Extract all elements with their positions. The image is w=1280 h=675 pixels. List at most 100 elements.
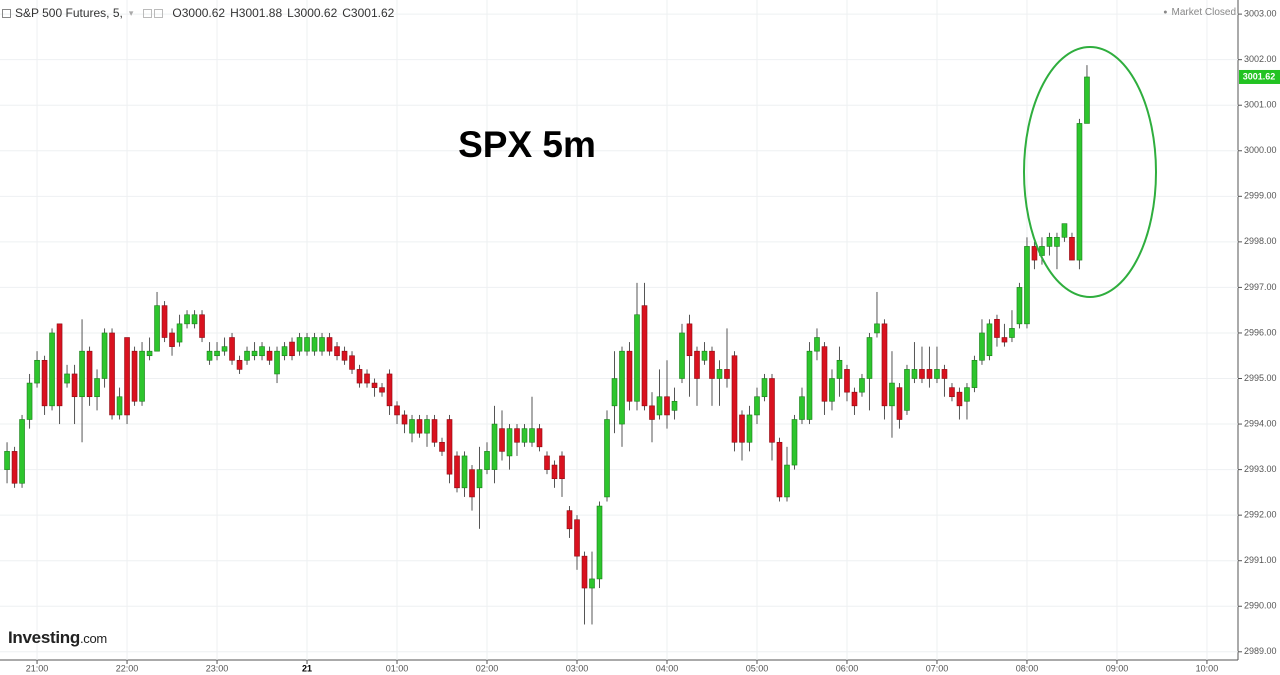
candle-body xyxy=(454,455,460,489)
candle-body xyxy=(439,441,445,452)
candle-body xyxy=(851,391,858,407)
candle-body xyxy=(634,314,640,402)
x-tick-label: 03:00 xyxy=(566,663,589,673)
x-tick-label: 02:00 xyxy=(476,663,499,673)
last-price-tag xyxy=(1239,69,1280,84)
candle-body xyxy=(559,455,565,480)
close-icon[interactable] xyxy=(154,8,164,18)
candle-body xyxy=(506,428,513,457)
ohlc-value: 3001.62 xyxy=(350,6,395,20)
candle-body xyxy=(1001,337,1008,343)
x-tick-label: 01:00 xyxy=(386,663,409,673)
candle-body xyxy=(124,337,130,416)
candle-body xyxy=(371,382,378,388)
candle-body xyxy=(4,451,10,470)
x-tick-label: 21 xyxy=(302,663,312,673)
candle-body xyxy=(859,378,865,393)
candle-body xyxy=(1046,237,1053,247)
candle-body xyxy=(49,332,55,407)
candle-body xyxy=(79,350,85,398)
candle-body xyxy=(484,451,490,470)
y-tick-label: 3001.00 xyxy=(1244,100,1277,110)
y-tick-label: 2996.00 xyxy=(1244,327,1277,337)
candle-body xyxy=(521,428,528,443)
header: S&P 500 Futures, 5, ▾ O3000.62 H3001.88 L3… xyxy=(2,6,394,20)
logo-brand: Investing xyxy=(8,628,80,647)
candle-body xyxy=(551,464,558,480)
last-price-label: 3001.62 xyxy=(1243,71,1276,81)
candle-body xyxy=(386,373,393,407)
candle-body xyxy=(206,350,213,361)
candle-body xyxy=(896,387,903,420)
y-tick-label: 2997.00 xyxy=(1244,282,1277,292)
candle-body xyxy=(184,314,190,325)
candle-body xyxy=(401,414,408,425)
x-tick-label: 07:00 xyxy=(926,663,949,673)
x-tick-label: 06:00 xyxy=(836,663,859,673)
collapse-icon[interactable] xyxy=(2,8,11,18)
candle-body xyxy=(379,387,385,393)
candle-body xyxy=(761,378,768,398)
candle-body xyxy=(814,337,820,352)
symbol-title: S&P 500 Futures, 5, xyxy=(15,6,123,20)
logo-suffix: .com xyxy=(79,631,107,646)
ohlc-label: O xyxy=(172,6,182,20)
candle-body xyxy=(1084,76,1090,124)
candle-body xyxy=(11,451,18,484)
candle-body xyxy=(1054,237,1060,247)
candle-body xyxy=(574,519,580,557)
candle-body xyxy=(1031,246,1038,261)
candle-body xyxy=(686,323,693,357)
candle-body xyxy=(784,464,790,498)
candle-body xyxy=(221,346,228,352)
candle-body xyxy=(604,419,610,498)
candle-body xyxy=(169,332,175,347)
candle-body xyxy=(289,341,295,357)
candle-body xyxy=(731,355,738,443)
candle-body xyxy=(529,428,535,443)
x-tick-label: 08:00 xyxy=(1016,663,1039,673)
y-tick-label: 2994.00 xyxy=(1244,418,1277,428)
ohlc-value: 3001.88 xyxy=(238,6,283,20)
y-tick-label: 3003.00 xyxy=(1244,8,1277,18)
candle-body xyxy=(109,332,115,416)
x-tick-label: 05:00 xyxy=(746,663,769,673)
candle-body xyxy=(754,396,760,416)
dropdown-caret[interactable]: ▾ xyxy=(128,7,134,18)
candle-body xyxy=(311,337,318,352)
candle-body xyxy=(934,369,940,379)
candle-body xyxy=(701,350,708,361)
candle-body xyxy=(739,414,745,443)
candle-body xyxy=(979,332,985,361)
candle-body xyxy=(656,396,663,416)
candle-body xyxy=(214,350,220,357)
candle-body xyxy=(769,378,775,443)
candle-body xyxy=(799,396,805,420)
candle-body xyxy=(821,346,828,402)
candle-body xyxy=(71,373,78,398)
candle-body xyxy=(596,505,603,580)
candle-body xyxy=(19,419,25,484)
candle-body xyxy=(491,423,498,470)
candle-body xyxy=(259,346,265,357)
candle-body xyxy=(304,337,310,352)
candle-body xyxy=(476,469,483,489)
candle-body xyxy=(56,323,63,407)
candle-body xyxy=(86,350,93,398)
x-tick-label: 09:00 xyxy=(1106,663,1129,673)
candle-body xyxy=(229,337,235,361)
candle-body xyxy=(514,428,520,443)
settings-icon[interactable] xyxy=(143,8,153,18)
candle-body xyxy=(364,373,370,384)
candle-body xyxy=(64,373,70,384)
candle-body xyxy=(881,323,888,407)
candle-body xyxy=(1016,287,1023,325)
candle-body xyxy=(746,414,753,443)
candle-body xyxy=(994,318,1000,338)
ohlc-values: O3000.62 H3001.88 L3000.62 C3001.62 xyxy=(167,6,394,20)
candle-body xyxy=(469,469,475,498)
candle-body xyxy=(619,350,625,425)
candle-body xyxy=(694,350,700,379)
candle-body xyxy=(626,350,633,402)
